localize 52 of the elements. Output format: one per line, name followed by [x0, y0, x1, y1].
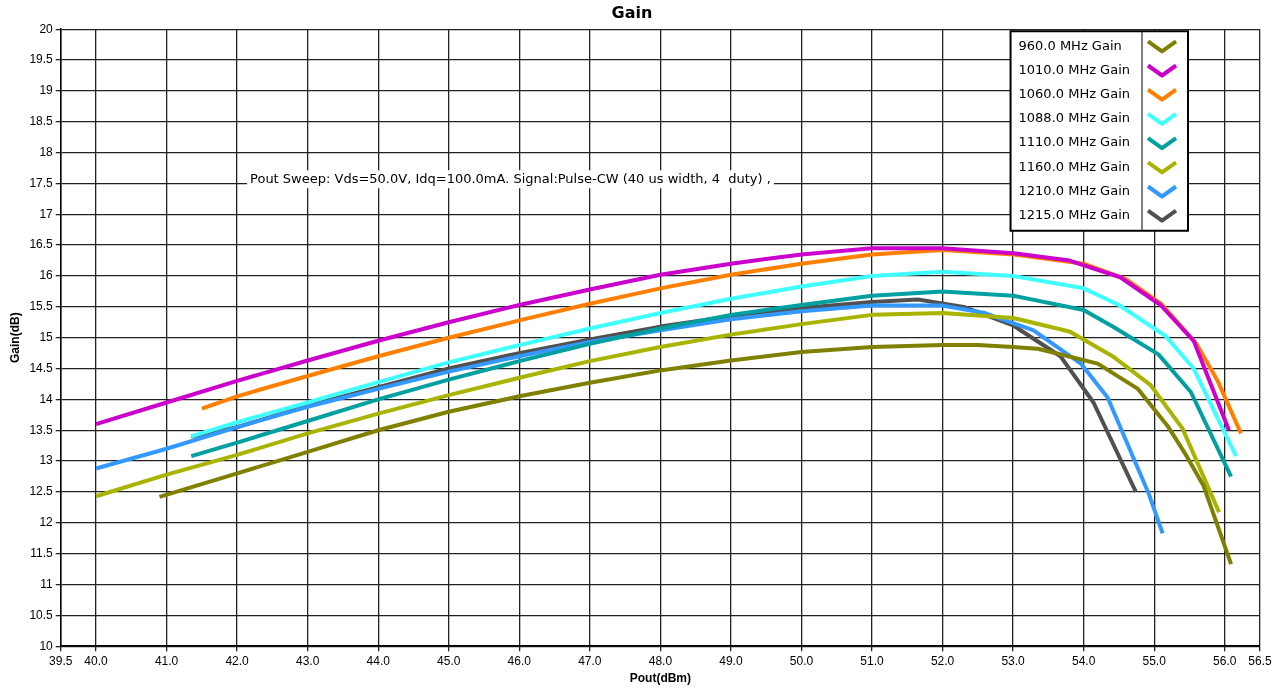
y-tick-label: 15.5 [29, 299, 54, 314]
x-tick-label: 51.0 [860, 653, 885, 668]
y-tick-label: 18.5 [29, 114, 54, 129]
x-tick-label: 44.0 [366, 653, 391, 668]
y-tick-label: 10.5 [29, 607, 54, 622]
x-tick-label: 56.0 [1213, 653, 1237, 668]
x-tick-label: 45.0 [437, 653, 461, 668]
y-tick-label: 11.5 [30, 545, 54, 560]
y-tick-label: 16 [39, 268, 54, 283]
legend-label: 1010.0 MHz Gain [1018, 61, 1131, 77]
y-tick-label: 20 [39, 21, 54, 36]
y-tick-label: 12 [39, 515, 54, 530]
x-tick-label: 41.0 [154, 653, 179, 668]
legend-label: 1088.0 MHz Gain [1018, 110, 1131, 126]
y-tick-label: 13.5 [29, 422, 54, 437]
x-tick-label: 56.5 [1248, 653, 1272, 668]
y-tick-label: 14 [39, 391, 54, 406]
x-tick-label: 53.0 [1001, 653, 1026, 668]
x-tick-label: 52.0 [930, 653, 955, 668]
legend-label: 960.0 MHz Gain [1018, 37, 1122, 53]
x-axis-title: Pout(dBm) [629, 671, 692, 686]
x-tick-label: 46.0 [507, 653, 532, 668]
x-tick-label: 49.0 [719, 653, 743, 668]
x-tick-label: 50.0 [789, 653, 814, 668]
x-tick-label: 55.0 [1142, 653, 1167, 668]
y-tick-label: 17.5 [29, 175, 54, 190]
y-tick-label: 16.5 [29, 237, 54, 252]
y-tick-label: 19.5 [29, 52, 54, 67]
x-tick-label: 42.0 [225, 653, 250, 668]
y-tick-label: 11 [40, 576, 54, 591]
y-tick-label: 14.5 [29, 360, 54, 375]
y-tick-label: 15 [39, 330, 54, 345]
x-tick-label: 43.0 [295, 653, 320, 668]
y-tick-label: 13 [39, 453, 54, 468]
x-tick-label: 47.0 [578, 653, 602, 668]
annotation: Pout Sweep: Vds=50.0V, Idq=100.0mA. Signal:Pulse-CW (40 us width, 4 duty) , [250, 170, 771, 186]
legend-label: 1110.0 MHz Gain [1018, 134, 1131, 150]
legend-label: 1160.0 MHz Gain [1018, 158, 1131, 174]
x-tick-label: 54.0 [1071, 653, 1096, 668]
x-tick-label: 48.0 [648, 653, 673, 668]
x-tick-label: 40.0 [84, 653, 109, 668]
legend-label: 1060.0 MHz Gain [1018, 86, 1131, 102]
legend-label: 1210.0 MHz Gain [1018, 182, 1131, 198]
y-tick-label: 19 [39, 83, 54, 98]
y-tick-label: 12.5 [29, 484, 54, 499]
y-tick-label: 10 [39, 638, 54, 653]
legend-label: 1215.0 MHz Gain [1018, 207, 1131, 223]
y-tick-label: 17 [39, 206, 54, 221]
x-tick-label: 39.5 [49, 653, 73, 668]
y-axis-title: Gain(dB) [7, 312, 22, 364]
chart-title: Gain [611, 2, 653, 22]
y-tick-label: 18 [39, 144, 54, 159]
